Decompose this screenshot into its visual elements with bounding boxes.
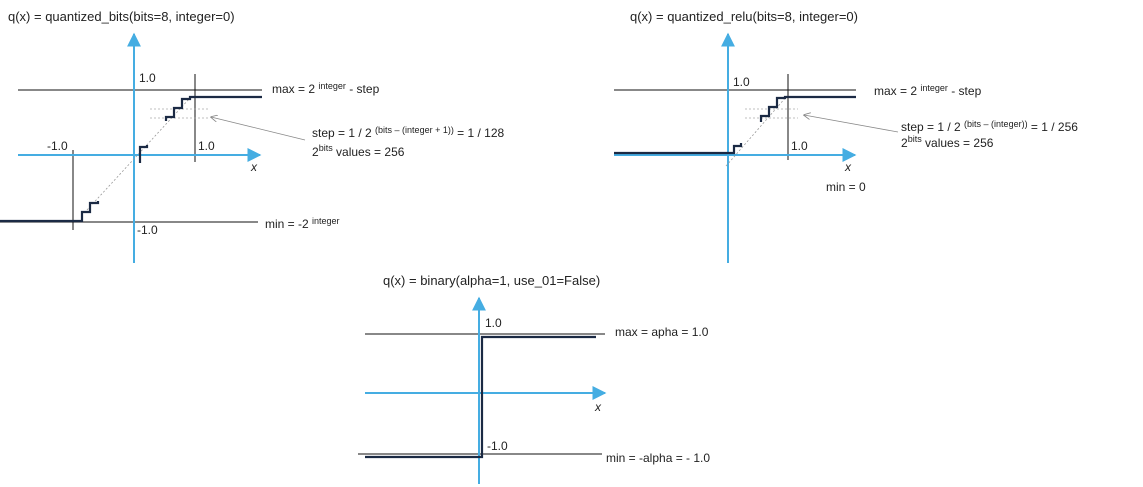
panel3-y-bottom-label: -1.0 bbox=[487, 439, 508, 453]
panel3-max-label: max = apha = 1.0 bbox=[615, 325, 709, 339]
panel1-min-label: min = -2 integer bbox=[265, 216, 340, 231]
panel1-steps-negative bbox=[0, 201, 100, 223]
panel1-x-left-label: -1.0 bbox=[47, 139, 68, 153]
panel1-x-axis-label: x bbox=[250, 160, 258, 174]
panel1-title: q(x) = quantized_bits(bits=8, integer=0) bbox=[8, 9, 235, 24]
panel-binary: q(x) = binary(alpha=1, use_01=False) 1.0… bbox=[358, 273, 710, 484]
panel2-title: q(x) = quantized_relu(bits=8, integer=0) bbox=[630, 9, 858, 24]
panel1-y-bottom-label: -1.0 bbox=[137, 223, 158, 237]
panel1-steps-zero bbox=[138, 145, 149, 163]
panel3-y-top-label: 1.0 bbox=[485, 316, 502, 330]
panel2-steps-zero bbox=[614, 143, 743, 155]
panel2-y-top-label: 1.0 bbox=[733, 75, 750, 89]
panel2-step-label: step = 1 / 2 (bits – (integer)) = 1 / 25… bbox=[901, 119, 1078, 134]
panel2-x-axis-label: x bbox=[844, 160, 852, 174]
panel1-x-right-label: 1.0 bbox=[198, 139, 215, 153]
panel1-steps-positive bbox=[164, 95, 262, 121]
panel1-step-label: step = 1 / 2 (bits – (integer + 1)) = 1 … bbox=[312, 125, 505, 140]
panel3-title: q(x) = binary(alpha=1, use_01=False) bbox=[383, 273, 600, 288]
panel3-binary-step bbox=[365, 335, 596, 459]
panel-quantized-bits: q(x) = quantized_bits(bits=8, integer=0)… bbox=[0, 9, 505, 263]
panel2-x-right-label: 1.0 bbox=[791, 139, 808, 153]
panel1-values-label: 2bits values = 256 bbox=[312, 143, 405, 159]
panel2-step-pointer bbox=[804, 115, 899, 133]
panel2-max-label: max = 2 integer - step bbox=[874, 83, 982, 98]
panel3-x-axis-label: x bbox=[594, 400, 602, 414]
panel2-values-label: 2bits values = 256 bbox=[901, 134, 994, 150]
panel2-steps-positive bbox=[759, 95, 856, 122]
panel2-min-label: min = 0 bbox=[826, 180, 866, 194]
panel1-ideal-line bbox=[86, 97, 191, 211]
panel3-min-label: min = -alpha = - 1.0 bbox=[606, 451, 710, 465]
panel-quantized-relu: q(x) = quantized_relu(bits=8, integer=0)… bbox=[614, 9, 1078, 263]
panel1-step-pointer bbox=[211, 117, 306, 141]
panel1-max-label: max = 2 integer - step bbox=[272, 81, 380, 96]
panel1-y-top-label: 1.0 bbox=[139, 71, 156, 85]
